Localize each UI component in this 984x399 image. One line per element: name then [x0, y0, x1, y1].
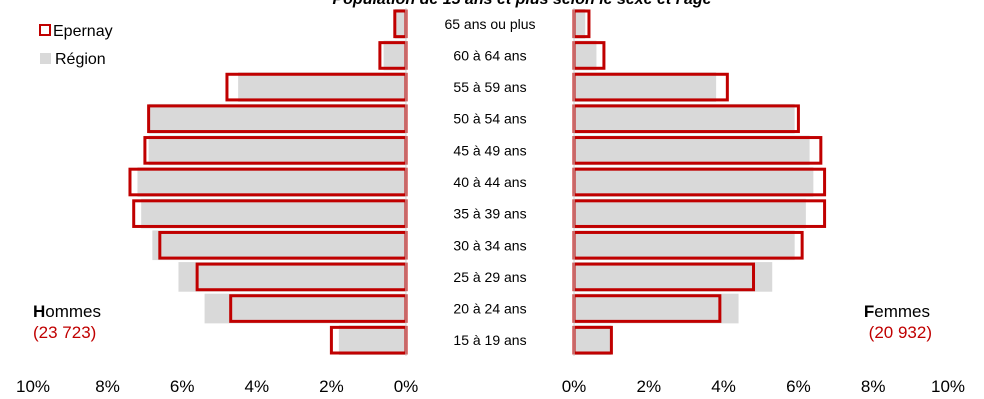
bar-region-women-6: [574, 135, 810, 166]
legend-swatch-region: [40, 53, 51, 64]
legend-swatch-epernay: [39, 24, 51, 36]
bar-region-men-2: [178, 262, 406, 292]
bar-region-women-7: [574, 103, 795, 134]
tick-men-4: 2%: [319, 377, 344, 396]
age-label-7: 50 à 54 ans: [453, 111, 526, 127]
age-label-9: 60 à 64 ans: [453, 47, 526, 63]
age-label-6: 45 à 49 ans: [453, 142, 526, 158]
bar-region-men-3: [152, 230, 406, 261]
tick-women-1: 2%: [637, 377, 662, 396]
tick-women-3: 6%: [786, 377, 811, 396]
bar-region-women-5: [574, 167, 814, 197]
men-count: (23 723): [33, 323, 96, 342]
men-label-initial: H: [33, 302, 45, 321]
bar-region-women-0: [574, 325, 612, 355]
men-label-group: Hommes (23 723): [33, 302, 101, 342]
legend: Epernay Région: [39, 23, 113, 68]
age-label-2: 25 à 29 ans: [453, 269, 526, 285]
bar-region-women-10: [574, 9, 586, 39]
women-label-rest: emmes: [874, 302, 930, 321]
bar-region-women-1: [574, 293, 739, 324]
women-label-initial: F: [864, 302, 874, 321]
tick-men-2: 6%: [170, 377, 195, 396]
tick-men-0: 10%: [16, 377, 50, 396]
women-label-group: Femmes (20 932): [864, 302, 932, 342]
legend-label-region: Région: [55, 51, 106, 68]
age-label-8: 55 à 59 ans: [453, 79, 526, 95]
women-plot-area: [572, 8, 827, 356]
bar-region-women-8: [574, 72, 717, 102]
men-label: Hommes: [33, 302, 101, 321]
bar-region-men-0: [338, 325, 406, 355]
tick-women-2: 4%: [711, 377, 736, 396]
age-label-10: 65 ans ou plus: [444, 16, 535, 32]
legend-label-epernay: Epernay: [53, 23, 113, 40]
bar-region-men-1: [204, 293, 406, 324]
bar-region-women-9: [574, 40, 597, 71]
women-count: (20 932): [869, 323, 932, 342]
age-label-3: 30 à 34 ans: [453, 237, 526, 253]
tick-men-1: 8%: [95, 377, 120, 396]
age-group-labels: 15 à 19 ans 20 à 24 ans 25 à 29 ans 30 à 34…: [444, 16, 535, 348]
tick-women-4: 8%: [861, 377, 886, 396]
bar-region-men-8: [238, 72, 406, 102]
tick-men-3: 4%: [245, 377, 270, 396]
age-label-5: 40 à 44 ans: [453, 174, 526, 190]
bar-region-men-4: [141, 198, 407, 229]
bar-region-men-7: [148, 103, 406, 134]
chart-title: Population de 15 ans et plus selon le se…: [332, 0, 711, 8]
x-axis-tick-labels: 10% 8% 6% 4% 2% 0% 0% 2% 4% 6% 8% 10%: [16, 377, 965, 396]
bar-region-men-6: [148, 135, 406, 166]
age-label-0: 15 à 19 ans: [453, 332, 526, 348]
bar-region-men-9: [383, 40, 406, 71]
bar-region-men-5: [137, 167, 406, 197]
bar-region-women-2: [574, 262, 773, 292]
men-label-rest: ommes: [45, 302, 101, 321]
age-label-4: 35 à 39 ans: [453, 206, 526, 222]
tick-men-5: 0%: [394, 377, 419, 396]
tick-women-5: 10%: [931, 377, 965, 396]
bar-region-women-4: [574, 198, 806, 229]
tick-women-0: 0%: [562, 377, 587, 396]
age-label-1: 20 à 24 ans: [453, 301, 526, 317]
women-label: Femmes: [864, 302, 930, 321]
bar-region-men-10: [394, 9, 406, 39]
men-plot-area: [128, 8, 408, 356]
bar-region-women-3: [574, 230, 795, 261]
